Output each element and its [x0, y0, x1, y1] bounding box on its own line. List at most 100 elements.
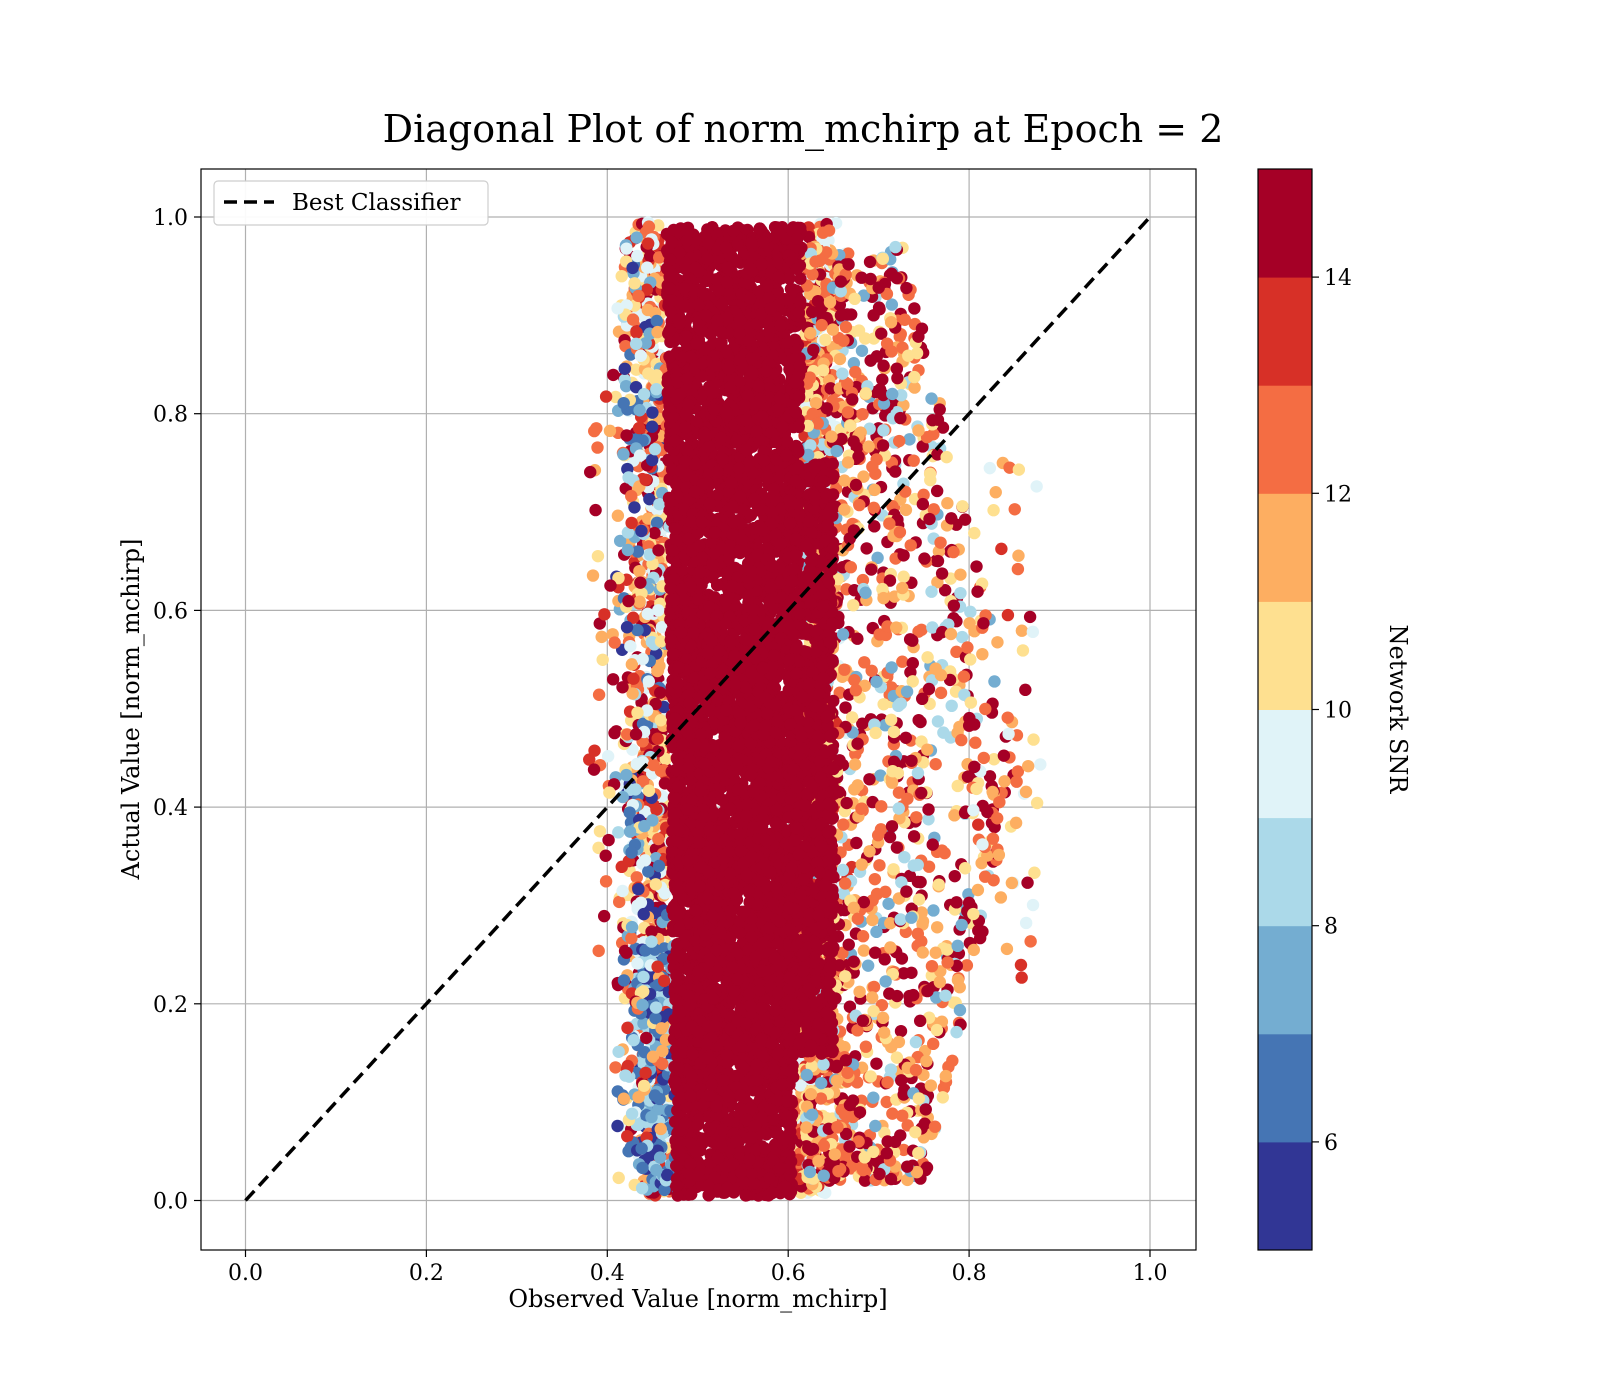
- scatter-point: [967, 943, 980, 957]
- scatter-point: [922, 803, 935, 816]
- scatter-point: [869, 1119, 882, 1133]
- scatter-point: [855, 802, 868, 815]
- scatter-point: [868, 483, 881, 497]
- scatter-point: [656, 1057, 669, 1070]
- scatter-point: [877, 698, 890, 711]
- scatter-point: [1019, 785, 1033, 799]
- scatter-point: [609, 1061, 622, 1074]
- scatter-point: [620, 621, 634, 634]
- scatter-point: [800, 1068, 814, 1082]
- scatter-point: [925, 585, 938, 598]
- scatter-point: [890, 271, 904, 285]
- scatter-point: [934, 668, 948, 682]
- scatter-point: [819, 333, 832, 347]
- scatter-point: [863, 845, 876, 858]
- scatter-point: [950, 896, 963, 909]
- scatter-point: [620, 242, 633, 255]
- scatter-point: [921, 651, 934, 664]
- scatter-point: [939, 989, 952, 1002]
- scatter-point: [947, 545, 960, 559]
- scatter-point: [602, 833, 615, 847]
- scatter-point: [901, 792, 914, 805]
- scatter-point: [852, 450, 865, 463]
- scatter-point: [964, 605, 977, 619]
- scatter-point: [1012, 549, 1025, 562]
- scatter-point: [873, 859, 886, 872]
- scatter-point: [1002, 727, 1015, 741]
- scatter-point: [635, 1142, 648, 1155]
- scatter-point: [592, 688, 606, 701]
- scatter-point: [988, 675, 1001, 688]
- scatter-point: [612, 895, 626, 909]
- scatter-point: [894, 697, 908, 710]
- scatter-point: [839, 970, 852, 983]
- scatter-point: [886, 387, 899, 401]
- scatter-point: [916, 497, 930, 511]
- scatter-point: [844, 419, 857, 433]
- scatter-point: [875, 800, 888, 813]
- scatter-point: [654, 714, 667, 727]
- scatter-point: [889, 465, 902, 478]
- scatter-point: [586, 569, 600, 582]
- scatter-point: [625, 920, 639, 934]
- scatter-point: [897, 549, 910, 562]
- scatter-point: [944, 627, 958, 641]
- scatter-point: [892, 802, 905, 815]
- scatter-point: [940, 450, 953, 464]
- scatter-point: [623, 825, 637, 838]
- scatter-point: [1015, 971, 1028, 984]
- scatter-point: [646, 406, 659, 419]
- scatter-point: [971, 883, 985, 897]
- scatter-point: [876, 1011, 890, 1025]
- scatter-point: [652, 859, 666, 873]
- scatter-point: [838, 663, 851, 676]
- scatter-point: [907, 830, 921, 843]
- scatter-point: [650, 803, 663, 816]
- scatter-point: [923, 467, 937, 481]
- scatter-point: [951, 939, 964, 953]
- scatter-point: [909, 1035, 923, 1049]
- scatter-point: [853, 1106, 867, 1119]
- scatter-point: [929, 757, 942, 771]
- scatter-point: [815, 1076, 828, 1090]
- scatter-point: [838, 474, 851, 487]
- scatter-point: [902, 349, 915, 362]
- scatter-point: [870, 1057, 883, 1070]
- scatter-point: [632, 882, 645, 896]
- scatter-point: [915, 786, 928, 800]
- scatter-point: [926, 414, 939, 427]
- scatter-point: [834, 275, 847, 288]
- scatter-point: [822, 224, 836, 237]
- scatter-point: [617, 396, 630, 410]
- scatter-point: [823, 296, 837, 309]
- scatter-point: [945, 512, 958, 525]
- scatter-point: [849, 478, 863, 492]
- scatter-point: [886, 765, 899, 778]
- scatter-point: [616, 884, 629, 898]
- scatter-point: [963, 617, 976, 630]
- scatter-point: [979, 702, 992, 716]
- scatter-point: [812, 1154, 825, 1168]
- scatter-point: [893, 434, 906, 448]
- scatter-point: [838, 877, 852, 890]
- scatter-point: [625, 932, 638, 945]
- scatter-point: [657, 974, 671, 988]
- scatter-point: [802, 1141, 815, 1155]
- scatter-point: [800, 1121, 813, 1134]
- scatter-point: [815, 318, 828, 332]
- scatter-point: [915, 692, 929, 706]
- scatter-point: [885, 661, 898, 674]
- scatter-point: [931, 715, 945, 728]
- scatter-point: [809, 255, 822, 268]
- scatter-point: [968, 760, 981, 774]
- scatter-point: [967, 907, 980, 921]
- scatter-point: [915, 623, 928, 637]
- scatter-point: [642, 367, 655, 380]
- scatter-point: [881, 1076, 894, 1089]
- scatter-point: [983, 461, 997, 475]
- scatter-point: [954, 568, 967, 581]
- scatter-point: [620, 946, 633, 959]
- scatter-point: [630, 326, 643, 339]
- scatter-point: [918, 552, 931, 565]
- scatter-point: [637, 388, 651, 401]
